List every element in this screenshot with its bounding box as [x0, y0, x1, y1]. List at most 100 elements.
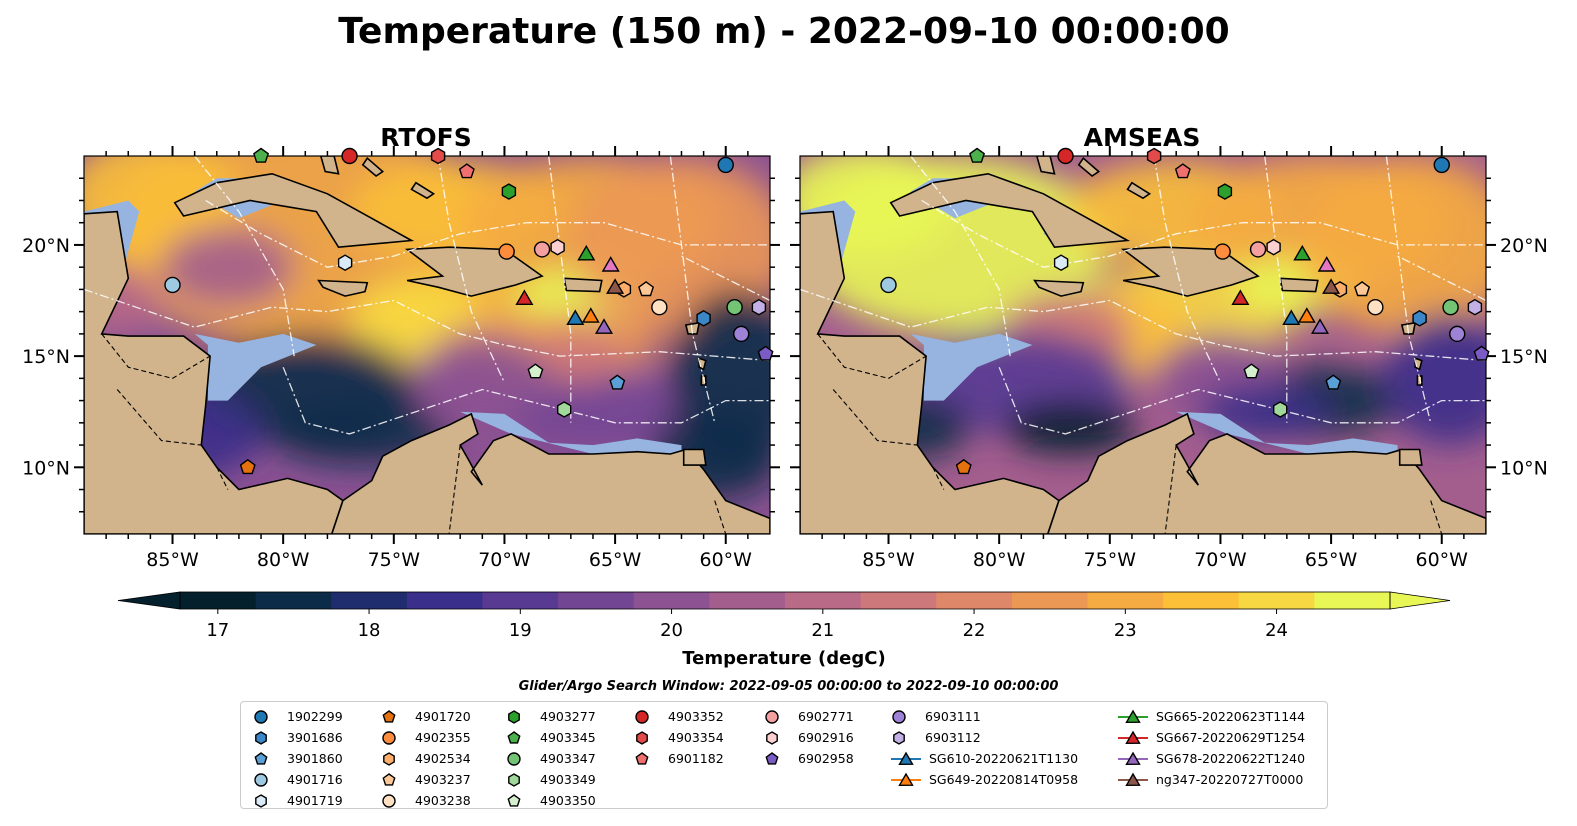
legend-label: ng347-20220727T0000: [1156, 772, 1304, 787]
observation-marker-6903111: [733, 325, 750, 343]
eez-boundary: [1385, 156, 1432, 423]
observation-marker-4903352: [341, 147, 358, 165]
lon-tick-label: 60°W: [700, 549, 753, 571]
country-border: [216, 467, 229, 490]
country-border: [1164, 445, 1177, 534]
land: [1126, 181, 1152, 200]
legend-label: 6902916: [798, 730, 854, 745]
legend-marker-icon: [255, 793, 267, 808]
legend-label: 4903347: [540, 751, 596, 766]
colorbar-segment: [785, 592, 862, 609]
legend-item: 4902534: [381, 748, 471, 769]
observation-marker-4903352: [1057, 147, 1074, 165]
legend-marker-icon: [382, 730, 396, 745]
lon-tick-label: 80°W: [257, 549, 310, 571]
observation-marker-SG610-20220621T1130: [566, 309, 585, 325]
legend-item: SG665-20220623T1144: [1118, 706, 1305, 727]
lat-tick-label: 10°N: [1500, 457, 1548, 479]
colorbar-label: Temperature (degC): [682, 648, 885, 669]
legend-label: 4903352: [668, 709, 724, 724]
lon-tick-label: 70°W: [1194, 549, 1247, 571]
legend-label: 3901686: [287, 730, 343, 745]
eez-boundary: [800, 288, 1486, 362]
observation-marker-3901860: [609, 374, 626, 390]
lat-tick-label: 15°N: [1500, 346, 1548, 368]
legend-item: 3901860: [253, 748, 343, 769]
land: [173, 172, 415, 249]
legend-label: 4901719: [287, 793, 343, 808]
colorbar-segment: [1314, 592, 1391, 609]
land: [1400, 321, 1417, 335]
land: [684, 321, 701, 335]
legend-label: SG667-20220629T1254: [1156, 730, 1306, 745]
legend-label: 4903350: [540, 793, 596, 808]
legend-marker-icon: [383, 751, 395, 766]
legend-item: 4903354: [634, 727, 724, 748]
panel-title-amseas: AMSEAS: [1084, 123, 1201, 152]
legend-marker-icon: [635, 751, 649, 765]
legend-column: 4901720 4902355 4902534 4903237 4903238: [381, 706, 471, 811]
legend-column: 1902299 3901686 3901860 4901716 4901719: [253, 706, 343, 811]
land: [1035, 156, 1056, 175]
land: [361, 157, 385, 177]
land: [1033, 279, 1085, 297]
lat-tick-label: 20°N: [1500, 235, 1548, 257]
legend-marker-icon: [891, 772, 921, 786]
observation-marker-4903354: [430, 147, 446, 165]
observation-marker-4903238: [1367, 299, 1384, 316]
legend-marker-icon: [1118, 730, 1148, 744]
legend-item: SG610-20220621T1130: [891, 748, 1078, 769]
land: [1398, 448, 1423, 466]
legend-label: 4903277: [540, 709, 596, 724]
map-frame: [799, 155, 1487, 535]
legend-marker-icon: [765, 751, 779, 765]
legend-marker-icon: [508, 772, 520, 787]
colorbar-tick-label: 22: [963, 620, 986, 641]
legend-item: 1902299: [253, 706, 343, 727]
observation-marker-1902299: [1433, 156, 1450, 174]
map-frame: [83, 155, 771, 535]
observation-marker-4903238: [651, 299, 668, 316]
country-border: [714, 500, 727, 534]
observation-marker-4902355: [498, 243, 515, 260]
observation-marker-4903350: [527, 363, 544, 379]
lon-tick-label: 65°W: [589, 549, 642, 571]
observation-marker-3901860: [1325, 374, 1342, 390]
legend-item: 6903112: [891, 727, 1078, 748]
shallow-shelf: [1176, 411, 1398, 457]
country-border: [101, 333, 211, 379]
figure-title: Temperature (150 m) - 2022-09-10 00:00:0…: [338, 11, 1229, 52]
colorbar-tick-label: 24: [1265, 620, 1288, 641]
observation-marker-6903112: [1467, 298, 1483, 316]
shallow-shelf: [910, 333, 1033, 401]
legend-marker-icon: [382, 709, 396, 723]
land: [682, 448, 707, 466]
panel-title-rtofs: RTOFS: [380, 123, 472, 152]
colorbar: 17 18 19 20 21 22 23 24: [117, 591, 1451, 641]
colorbar-tick-label: 17: [206, 620, 229, 641]
observation-marker-SG649-20220814T0958: [1297, 307, 1316, 323]
colorbar-segment: [255, 592, 332, 609]
observation-marker-SG667-20220629T1254: [515, 289, 534, 305]
eez-boundary: [84, 288, 770, 362]
legend-label: 4903345: [540, 730, 596, 745]
legend-label: 6901182: [668, 751, 724, 766]
observation-marker-4901720: [955, 458, 972, 475]
observation-marker-4901716: [880, 276, 897, 294]
land: [410, 181, 436, 200]
legend-item: 4902355: [381, 727, 471, 748]
observation-marker-4903347: [1442, 299, 1459, 316]
colorbar-segment: [1087, 592, 1164, 609]
legend-label: SG649-20220814T0958: [929, 772, 1079, 787]
legend-marker-icon: [254, 751, 268, 765]
lon-tick-label: 65°W: [1305, 549, 1358, 571]
observation-marker-SG678-20220622T1240: [594, 318, 614, 334]
observation-marker-SG665-20220623T1144: [577, 244, 596, 261]
colorbar-extend-low: [117, 591, 181, 610]
eez-boundary: [998, 366, 1486, 435]
eez-boundary: [194, 156, 295, 357]
observation-marker-6901182: [1174, 163, 1191, 179]
land: [1414, 357, 1423, 371]
lat-tick-label: 10°N: [22, 457, 70, 479]
lon-tick-label: 80°W: [973, 549, 1026, 571]
